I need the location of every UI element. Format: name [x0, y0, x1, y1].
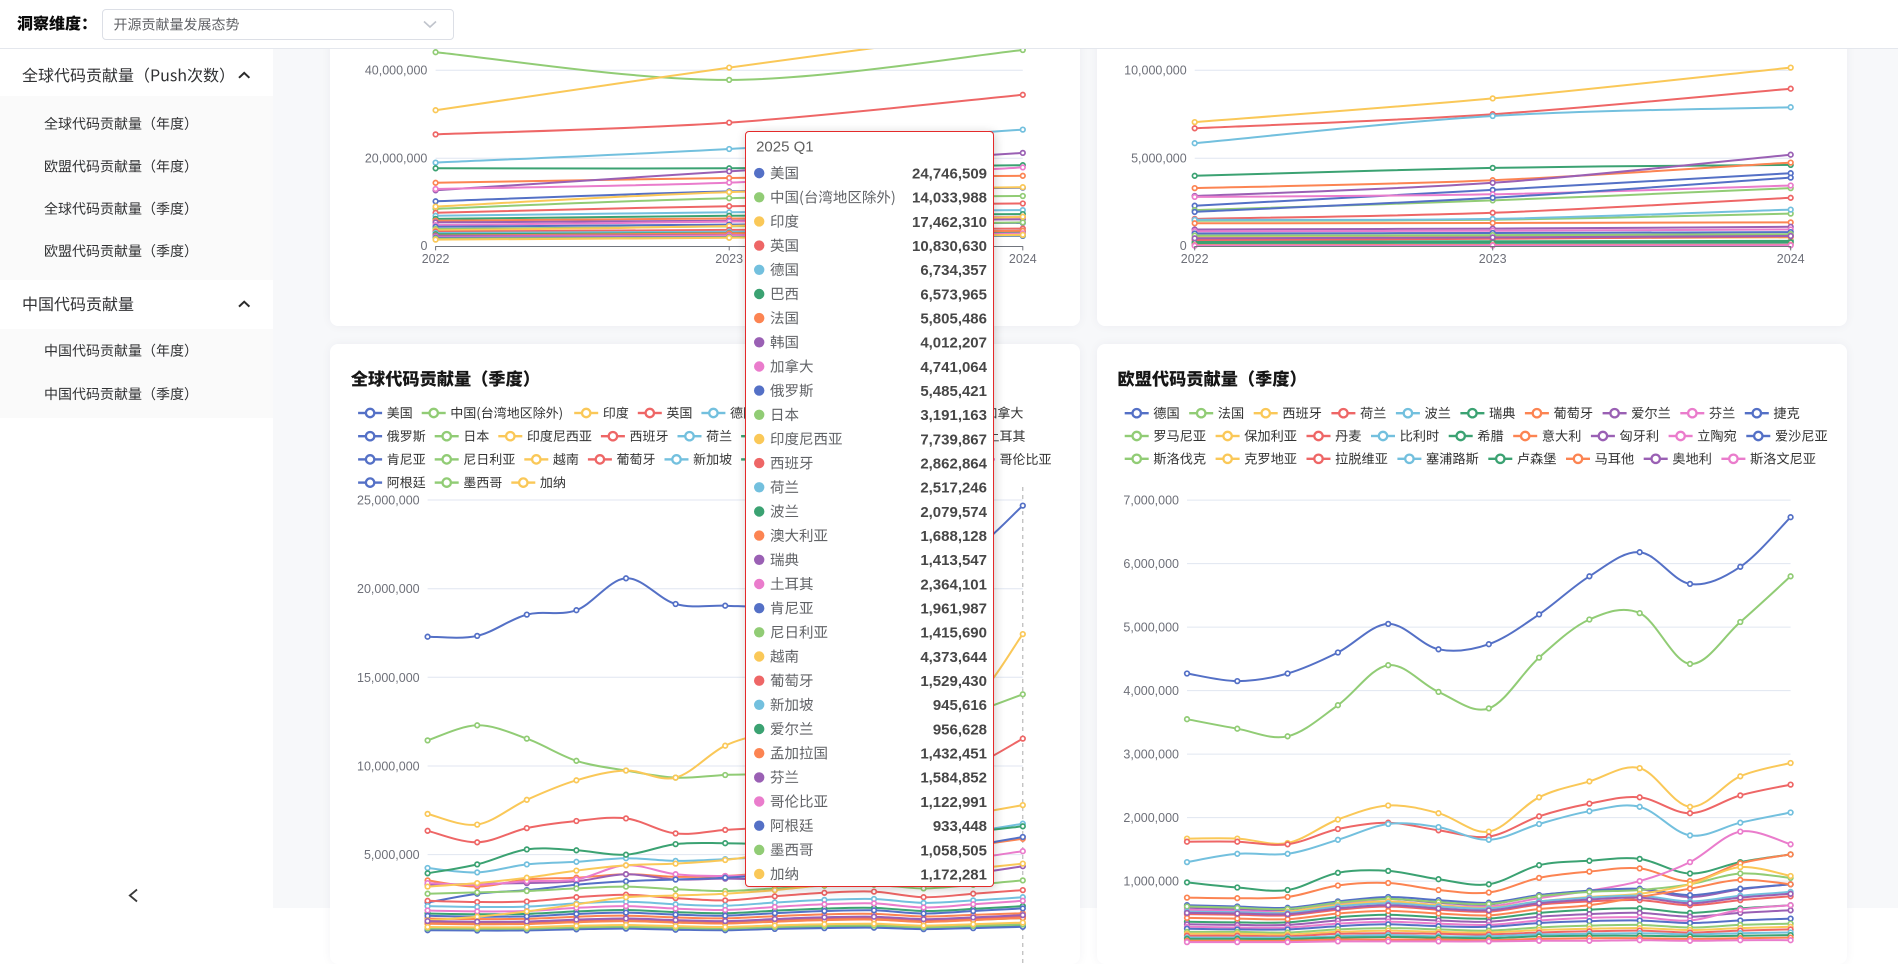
svg-text:2,862,864: 2,862,864 [920, 456, 987, 473]
svg-text:4,741,064: 4,741,064 [920, 359, 987, 376]
svg-text:2023: 2023 [715, 252, 743, 266]
svg-text:10,000,000: 10,000,000 [1124, 64, 1187, 78]
svg-text:10,000,000: 10,000,000 [357, 760, 420, 774]
svg-text:5,000,000: 5,000,000 [364, 848, 420, 862]
svg-text:1,058,505: 1,058,505 [920, 843, 987, 860]
svg-text:2,517,246: 2,517,246 [920, 480, 987, 497]
svg-text:24,746,509: 24,746,509 [912, 166, 987, 183]
svg-text:2,079,574: 2,079,574 [920, 504, 987, 521]
svg-text:2022: 2022 [422, 252, 450, 266]
svg-text:6,573,965: 6,573,965 [920, 287, 987, 304]
svg-text:1,415,690: 1,415,690 [920, 625, 987, 642]
svg-text:40,000,000: 40,000,000 [365, 64, 428, 78]
svg-text:4,012,207: 4,012,207 [920, 335, 987, 352]
svg-text:945,616: 945,616 [933, 698, 987, 715]
svg-text:5,805,486: 5,805,486 [920, 311, 987, 328]
svg-text:1,529,430: 1,529,430 [920, 673, 987, 690]
svg-text:25,000,000: 25,000,000 [357, 494, 420, 508]
svg-text:7,000,000: 7,000,000 [1123, 494, 1179, 508]
svg-text:15,000,000: 15,000,000 [357, 671, 420, 685]
svg-text:1,584,852: 1,584,852 [920, 770, 987, 787]
svg-text:933,448: 933,448 [933, 818, 987, 835]
svg-text:1,122,991: 1,122,991 [920, 794, 987, 811]
svg-text:1,172,281: 1,172,281 [920, 867, 987, 884]
svg-text:20,000,000: 20,000,000 [365, 152, 428, 166]
svg-text:2,000,000: 2,000,000 [1123, 811, 1179, 825]
svg-text:2,364,101: 2,364,101 [920, 577, 987, 594]
svg-text:2022: 2022 [1181, 252, 1209, 266]
svg-text:1,688,128: 1,688,128 [920, 528, 987, 545]
svg-text:5,000,000: 5,000,000 [1123, 621, 1179, 635]
svg-text:2024: 2024 [1777, 252, 1805, 266]
svg-text:10,830,630: 10,830,630 [912, 238, 987, 255]
svg-text:14,033,988: 14,033,988 [912, 190, 987, 207]
svg-text:6,000,000: 6,000,000 [1123, 557, 1179, 571]
svg-text:1,413,547: 1,413,547 [920, 553, 987, 570]
svg-text:4,000,000: 4,000,000 [1123, 684, 1179, 698]
svg-text:4,373,644: 4,373,644 [920, 649, 987, 666]
svg-text:1,000,000: 1,000,000 [1123, 875, 1179, 889]
svg-text:3,000,000: 3,000,000 [1123, 748, 1179, 762]
svg-text:1,961,987: 1,961,987 [920, 601, 987, 618]
svg-text:1,432,451: 1,432,451 [920, 746, 987, 763]
svg-text:3,191,163: 3,191,163 [920, 408, 987, 425]
svg-text:2023: 2023 [1479, 252, 1507, 266]
svg-text:7,739,867: 7,739,867 [920, 432, 987, 449]
svg-text:2024: 2024 [1009, 252, 1037, 266]
svg-text:5,000,000: 5,000,000 [1131, 152, 1187, 166]
svg-text:0: 0 [420, 239, 427, 253]
svg-text:2025 Q1: 2025 Q1 [756, 139, 814, 156]
svg-text:0: 0 [1180, 239, 1187, 253]
svg-text:956,628: 956,628 [933, 722, 987, 739]
svg-text:5,485,421: 5,485,421 [920, 383, 987, 400]
svg-text:20,000,000: 20,000,000 [357, 582, 420, 596]
svg-text:6,734,357: 6,734,357 [920, 263, 987, 280]
svg-text:17,462,310: 17,462,310 [912, 214, 987, 231]
